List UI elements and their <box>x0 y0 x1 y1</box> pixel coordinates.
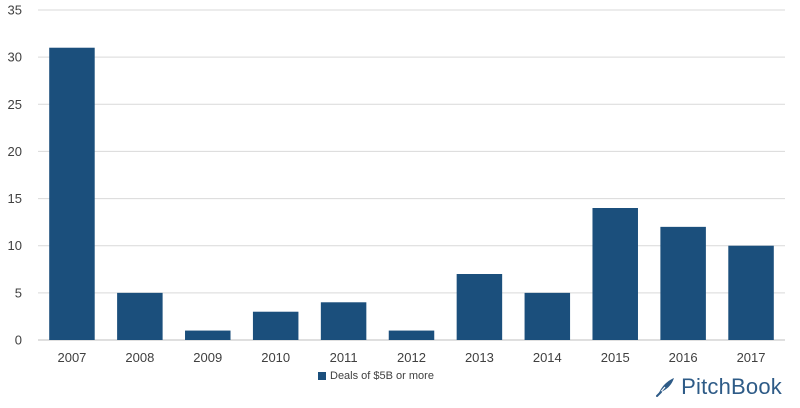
bar-2017 <box>728 245 774 340</box>
x-tick-label: 2011 <box>330 350 358 365</box>
x-tick-label: 2017 <box>737 350 766 365</box>
bar-2012 <box>388 330 435 340</box>
bars <box>49 47 774 340</box>
x-tick-label: 2010 <box>261 350 290 365</box>
y-axis-ticks: 0 5 10 15 20 25 30 35 <box>8 3 22 348</box>
logo-text: PitchBook <box>681 374 782 399</box>
x-tick-label: 2016 <box>669 350 698 365</box>
y-tick-label: 20 <box>8 144 22 159</box>
x-tick-label: 2008 <box>125 350 154 365</box>
pitchbook-logo: PitchBook <box>655 374 782 400</box>
x-tick-label: 2007 <box>57 350 86 365</box>
y-tick-label: 30 <box>8 50 22 65</box>
bar-2016 <box>660 226 706 340</box>
y-tick-label: 5 <box>15 285 22 300</box>
x-tick-label: 2015 <box>601 350 630 365</box>
legend: Deals of $5B or more <box>318 368 434 384</box>
bar-2011 <box>320 302 367 340</box>
legend-swatch <box>318 372 326 380</box>
y-tick-label: 35 <box>8 3 22 18</box>
x-tick-label: 2013 <box>465 350 494 365</box>
x-axis-ticks: 2007 2008 2009 2010 2011 2012 2013 2014 2015 2016… <box>57 350 765 365</box>
y-tick-label: 10 <box>8 238 22 253</box>
x-tick-label: 2009 <box>193 350 222 365</box>
bar-2015 <box>592 208 638 340</box>
x-tick-label: 2014 <box>533 350 562 365</box>
bar-2008 <box>117 292 163 340</box>
bar-2007 <box>49 47 95 340</box>
y-tick-label: 15 <box>8 191 22 206</box>
bar-2009 <box>185 330 231 340</box>
legend-label: Deals of $5B or more <box>330 370 434 382</box>
bar-2010 <box>252 311 299 340</box>
bar-2013 <box>456 274 503 340</box>
x-tick-label: 2012 <box>397 350 426 365</box>
y-tick-label: 0 <box>15 333 22 348</box>
y-tick-label: 25 <box>8 97 22 112</box>
feather-icon <box>656 378 675 397</box>
bar-2014 <box>524 292 571 340</box>
